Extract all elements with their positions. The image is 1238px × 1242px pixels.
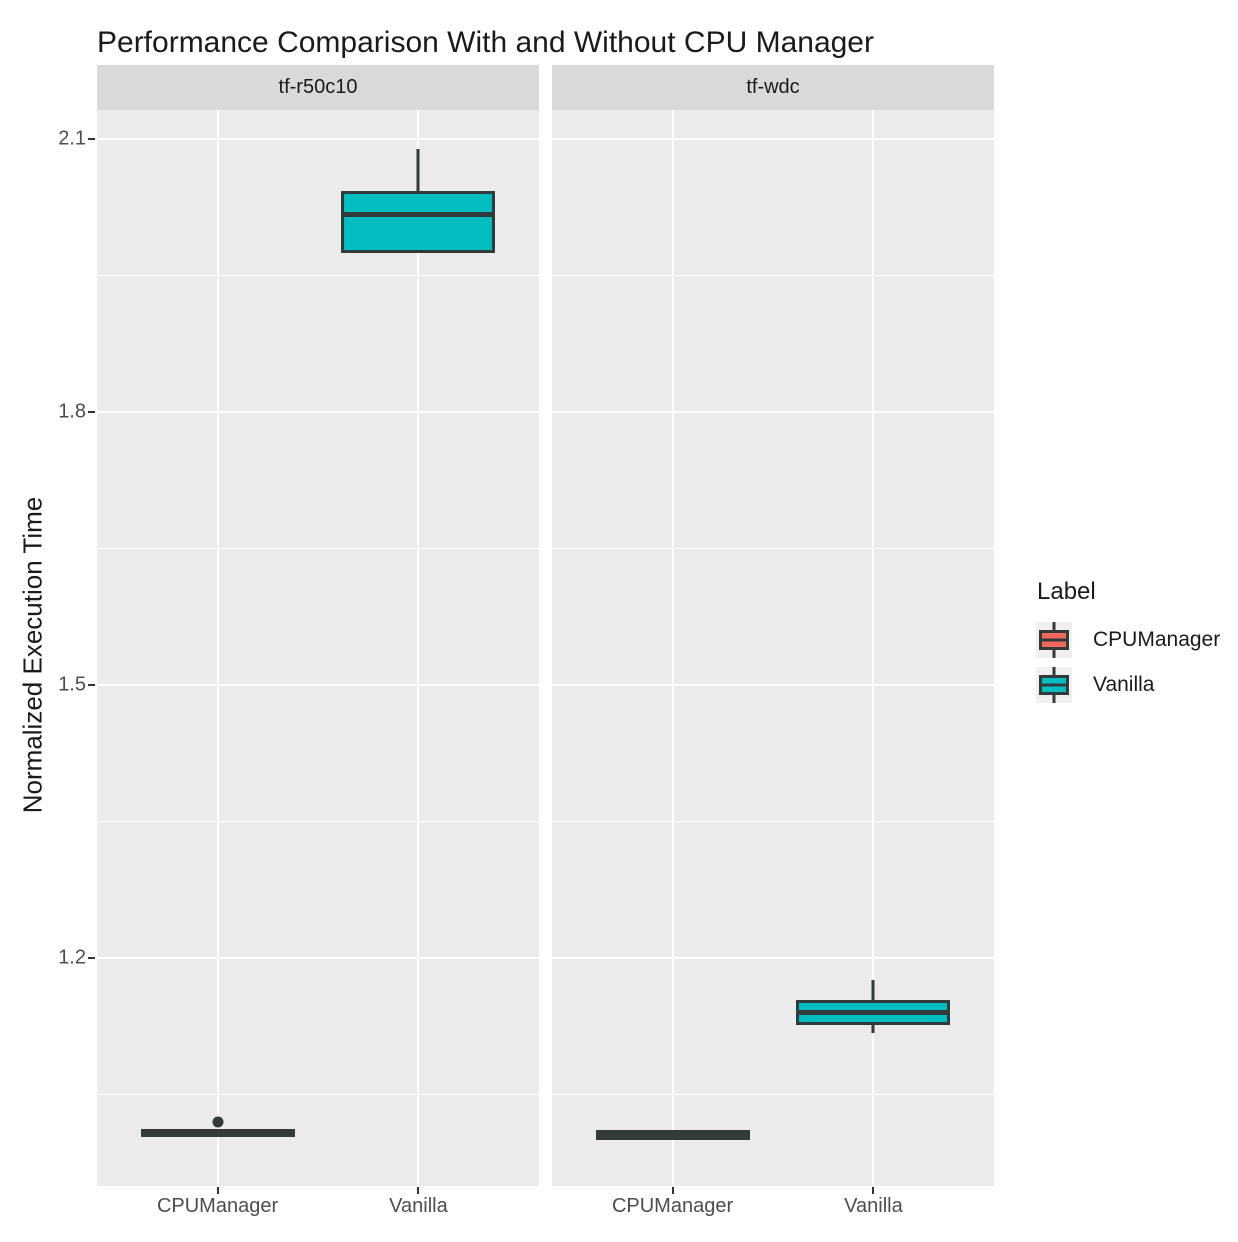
legend-key-median-line — [1039, 683, 1069, 687]
y-tick-label: 2.1 — [58, 127, 86, 150]
boxplot-median — [799, 1009, 948, 1015]
facet-strip: tf-r50c10 — [97, 65, 539, 110]
gridline-major — [97, 410, 539, 413]
gridline-major — [552, 410, 994, 413]
x-tick-mark — [216, 1187, 219, 1194]
x-tick-mark — [671, 1187, 674, 1194]
boxplot-median — [344, 212, 493, 218]
facet-panel — [552, 110, 994, 1186]
gridline-vertical — [671, 110, 674, 1186]
y-tick-label: 1.2 — [58, 946, 86, 969]
legend-key-median-line — [1039, 638, 1069, 642]
chart-title: Performance Comparison With and Without … — [97, 26, 874, 59]
gridline-vertical — [872, 110, 875, 1186]
x-tick-label: CPUManager — [611, 1195, 734, 1217]
y-tick-mark — [88, 683, 95, 686]
outlier-point — [212, 1116, 224, 1128]
gridline-minor — [552, 1093, 994, 1095]
facet-strip-label: tf-wdc — [746, 76, 800, 98]
facet-strip: tf-wdc — [552, 65, 994, 110]
whisker-lower — [871, 1025, 875, 1034]
boxplot-median — [598, 1131, 747, 1137]
gridline-minor — [97, 275, 539, 277]
gridline-minor — [97, 547, 539, 549]
x-tick-label: Vanilla — [389, 1195, 448, 1217]
gridline-major — [97, 683, 539, 686]
y-tick-label: 1.5 — [58, 673, 86, 696]
boxplot-median — [143, 1129, 292, 1135]
gridline-minor — [552, 547, 994, 549]
gridline-vertical — [216, 110, 219, 1186]
gridline-major — [97, 138, 539, 141]
boxplot-box — [341, 190, 496, 253]
whisker-upper — [416, 149, 420, 191]
gridline-major — [97, 956, 539, 959]
gridline-minor — [552, 820, 994, 822]
y-tick-label: 1.8 — [58, 400, 86, 423]
facet-strip-label: tf-r50c10 — [278, 76, 358, 98]
x-tick-label: CPUManager — [156, 1195, 279, 1217]
legend-label: CPUManager — [1093, 628, 1221, 651]
y-tick-mark — [88, 138, 95, 141]
x-tick-mark — [417, 1187, 420, 1194]
x-tick-label: Vanilla — [844, 1195, 903, 1217]
legend-key-cpumanager — [1036, 622, 1072, 658]
legend-title: Label — [1037, 578, 1096, 605]
legend-key-vanilla — [1036, 667, 1072, 703]
x-tick-mark — [872, 1187, 875, 1194]
y-tick-mark — [88, 410, 95, 413]
gridline-major — [552, 683, 994, 686]
gridline-minor — [552, 275, 994, 277]
legend-label: Vanilla — [1093, 673, 1155, 696]
gridline-minor — [97, 820, 539, 822]
gridline-minor — [97, 1093, 539, 1095]
whisker-upper — [871, 980, 875, 1001]
gridline-major — [552, 956, 994, 959]
gridline-major — [552, 138, 994, 141]
gridline-vertical — [417, 110, 420, 1186]
facet-panel — [97, 110, 539, 1186]
y-tick-mark — [88, 956, 95, 959]
